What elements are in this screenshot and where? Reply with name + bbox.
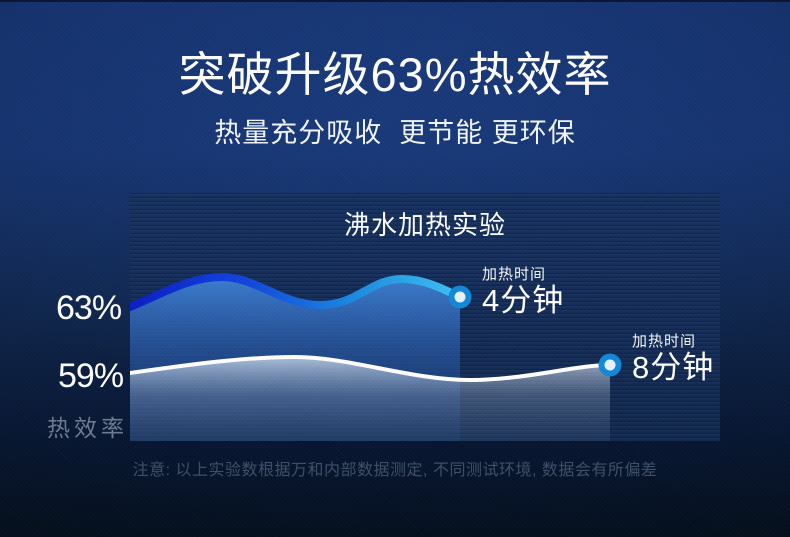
- chart-title: 沸水加热实验: [343, 210, 506, 240]
- series-59-line: [130, 354, 612, 383]
- y-axis-label: 热效率: [47, 415, 128, 441]
- efficiency-value-63: 63%: [56, 289, 122, 327]
- top-edge-shadow: [0, 0, 790, 2]
- annotation-4min: 加热时间 4分钟: [482, 263, 564, 316]
- page-subtitle: 热量充分吸收 更节能 更环保: [214, 118, 576, 148]
- chart-panel: 沸水加热实验 加热时间 4分钟 加热时间 8分钟: [130, 193, 720, 441]
- series-63-line: [130, 272, 464, 311]
- page-title: 突破升级63%热效率: [178, 48, 612, 101]
- series-59-area: [130, 357, 610, 441]
- time-value-8min: 8分钟: [632, 350, 715, 385]
- time-caption-4min: 加热时间: [482, 266, 547, 283]
- annotation-8min: 加热时间 8分钟: [632, 330, 714, 383]
- experiment-chart: [130, 272, 622, 441]
- efficiency-value-59: 59%: [58, 357, 124, 395]
- data-point-4min: [448, 285, 472, 309]
- time-caption-8min: 加热时间: [632, 333, 697, 350]
- time-value-4min: 4分钟: [482, 283, 565, 318]
- disclaimer-note: 注意: 以上实验数根据万和内部数据测定, 不同测试环境, 数据会有所偏差: [132, 462, 658, 479]
- data-point-8min: [598, 353, 622, 377]
